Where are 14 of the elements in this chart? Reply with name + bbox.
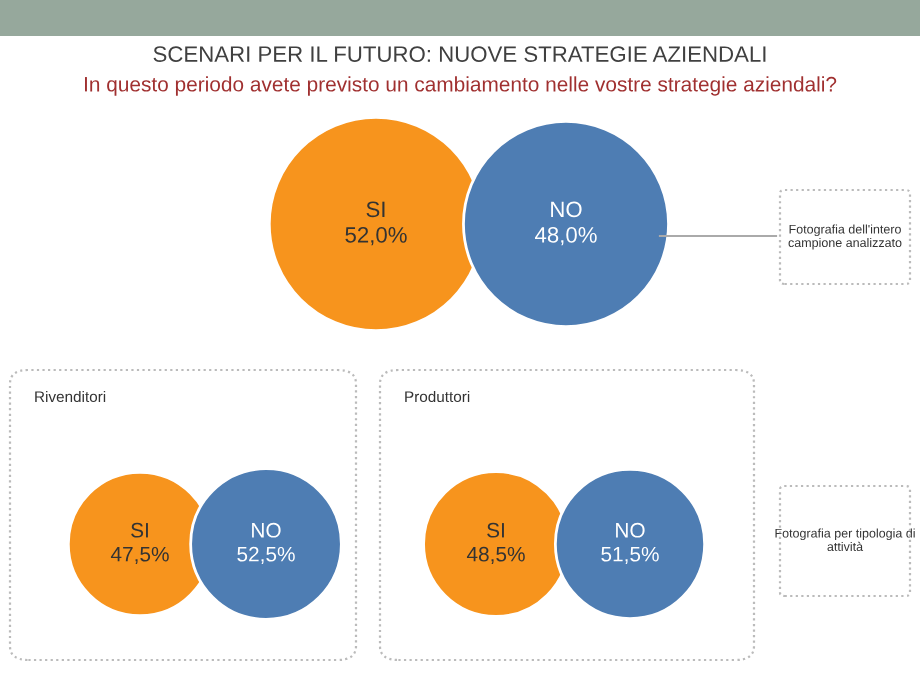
data-label: 47,5% xyxy=(110,546,169,565)
data-label: 52,0% xyxy=(345,227,407,246)
text: In questo periodo avete previsto un cambiamento nelle vostre strategie aziendali? xyxy=(84,76,837,96)
category-label: NO xyxy=(551,201,582,218)
data-label: 51,5% xyxy=(601,546,659,565)
data-label: 48,0% xyxy=(535,227,597,246)
category-label: NO xyxy=(616,522,645,538)
category-label: SI xyxy=(366,201,385,218)
data-label: 48,5% xyxy=(466,546,525,565)
category-label: SI xyxy=(487,522,504,538)
text: SCENARI PER IL FUTURO: NUOVE STRATEGIE AZIENDALI xyxy=(153,46,766,62)
data-label: 52,5% xyxy=(237,546,295,565)
category-label: SI xyxy=(131,522,148,538)
category-label: NO xyxy=(252,522,281,538)
